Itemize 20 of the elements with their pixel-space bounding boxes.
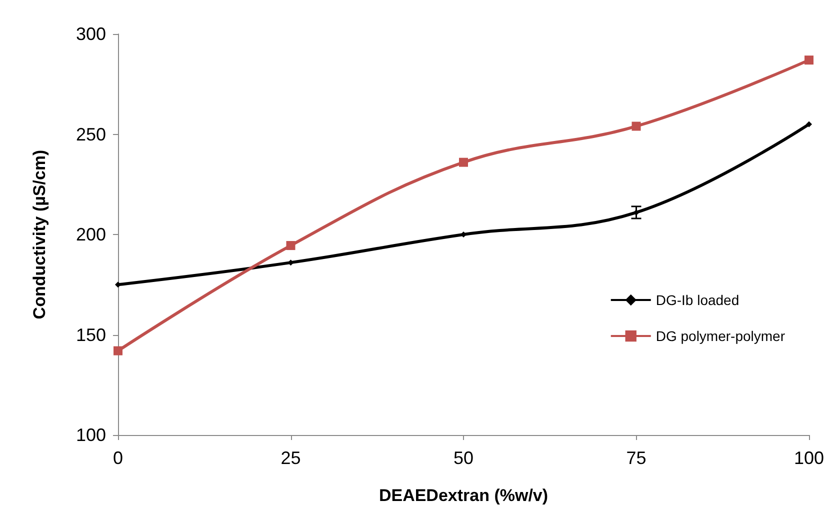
x-tick-label: 75: [626, 448, 646, 468]
y-tick-label: 150: [76, 324, 106, 345]
point: [459, 158, 468, 167]
x-tick-label: 100: [794, 448, 824, 468]
point: [286, 241, 296, 250]
x-tick-label: 50: [453, 448, 474, 468]
x-tick-label: 0: [112, 448, 124, 468]
point: [632, 122, 641, 131]
y-tick-label: 300: [76, 24, 106, 44]
y-tick-label: 250: [76, 124, 106, 144]
y-axis-title: Conductivity (µS/cm): [30, 150, 49, 320]
x-axis-title: DEAEDextran (%w/v): [378, 486, 548, 505]
point: [806, 121, 812, 128]
y-tick-label: 200: [76, 224, 106, 244]
point: [804, 56, 814, 65]
y-tick-label: 100: [76, 425, 106, 445]
legend-label: DG polymer-polymer: [656, 328, 786, 344]
point: [114, 346, 122, 356]
legend-label: DG-Ib loaded: [656, 292, 740, 308]
x-tick-label: 25: [280, 448, 301, 468]
